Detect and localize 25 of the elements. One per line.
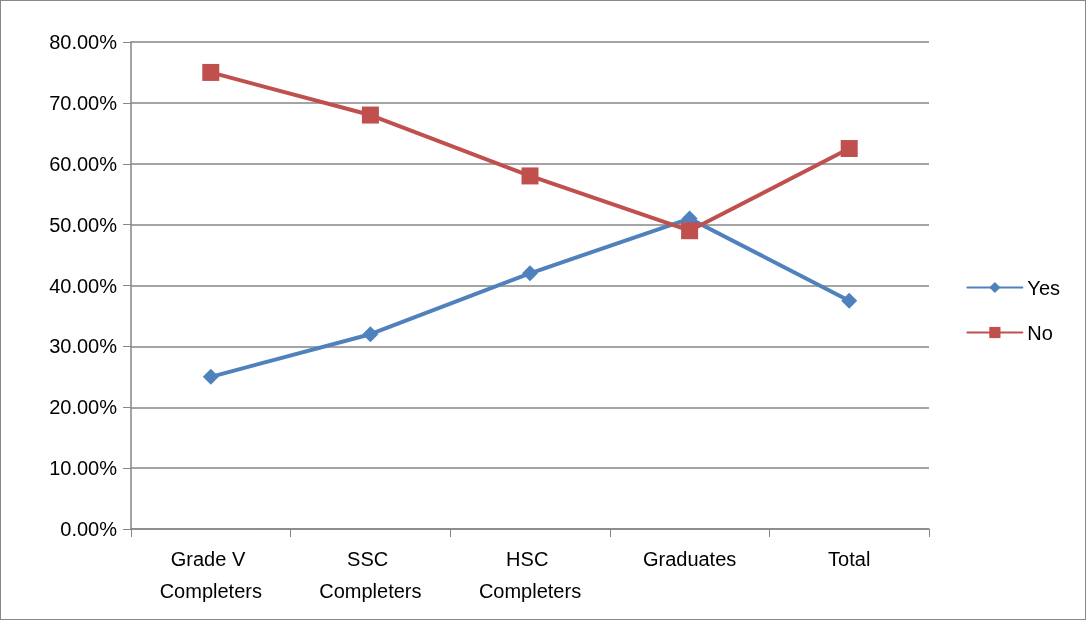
point — [840, 140, 858, 158]
y-tick-label: 40.00% — [49, 274, 118, 297]
y-tick-label: 10.00% — [49, 457, 118, 480]
point — [841, 292, 858, 309]
x-tick-label: HSC Completers — [478, 548, 582, 602]
x-tick-label: SSC Completers — [319, 548, 422, 602]
point — [521, 167, 539, 185]
y-tick-label: 60.00% — [49, 152, 118, 175]
y-tick-label: 50.00% — [49, 213, 118, 236]
x-tick-label: Graduates — [642, 548, 737, 570]
legend-label: No — [1027, 321, 1053, 344]
point — [361, 106, 379, 124]
y-tick-label: 80.00% — [49, 31, 118, 53]
x-tick-label: Grade V Completers — [159, 548, 262, 602]
y-tick-label: 0.00% — [60, 518, 118, 540]
legend-label: Yes — [1027, 276, 1061, 299]
point — [362, 326, 379, 343]
y-tick-label: 30.00% — [49, 335, 118, 358]
point — [522, 265, 538, 282]
point — [202, 63, 220, 81]
x-tick-label: Total — [828, 548, 871, 570]
y-tick-label: 20.00% — [49, 396, 118, 419]
y-tick-label: 70.00% — [49, 91, 118, 114]
point — [202, 368, 219, 385]
point — [681, 222, 699, 240]
